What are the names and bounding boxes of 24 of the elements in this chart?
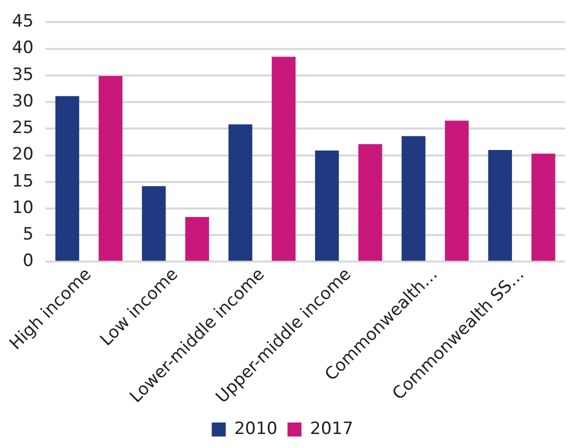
bar bbox=[142, 186, 166, 261]
y-tick-label: 15 bbox=[12, 171, 34, 192]
y-tick-label: 45 bbox=[12, 12, 34, 32]
bar bbox=[185, 217, 210, 261]
bar bbox=[358, 144, 382, 261]
bar bbox=[228, 124, 252, 261]
y-tick-label: 40 bbox=[12, 38, 34, 58]
bar bbox=[55, 96, 80, 261]
bar bbox=[444, 120, 469, 261]
bar bbox=[488, 150, 512, 261]
legend-label: 2017 bbox=[310, 418, 354, 439]
y-tick-label: 0 bbox=[22, 251, 34, 272]
y-tick-label: 20 bbox=[12, 144, 34, 165]
bar bbox=[315, 150, 339, 261]
y-tick-label: 10 bbox=[12, 198, 34, 218]
bar bbox=[402, 136, 426, 261]
bar bbox=[272, 56, 296, 261]
y-tick-label: 25 bbox=[12, 118, 34, 138]
bar bbox=[98, 76, 122, 261]
y-tick-label: 5 bbox=[22, 224, 34, 245]
legend-label: 2010 bbox=[234, 418, 278, 439]
bar bbox=[531, 154, 556, 261]
y-tick-label: 35 bbox=[12, 64, 34, 85]
y-tick-label: 30 bbox=[12, 91, 34, 112]
